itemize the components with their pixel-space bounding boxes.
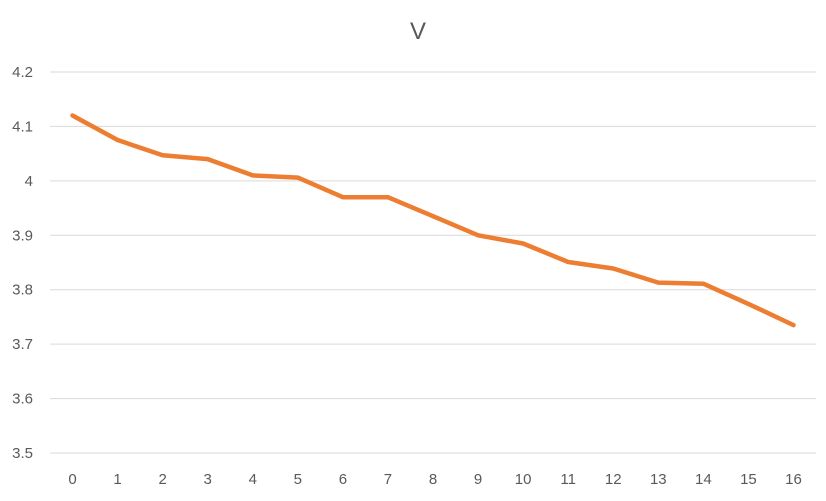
data-point	[160, 153, 165, 158]
x-tick-label: 9	[474, 471, 482, 488]
x-tick-label: 5	[294, 471, 302, 488]
x-tick-label: 16	[785, 471, 802, 488]
y-tick-label: 3.6	[12, 391, 33, 408]
x-tick-label: 3	[204, 471, 212, 488]
y-tick-label: 4	[25, 173, 33, 190]
y-tick-label: 4.2	[12, 64, 33, 81]
data-point	[566, 259, 571, 264]
x-tick-label: 2	[158, 471, 166, 488]
y-tick-label: 3.5	[12, 445, 33, 462]
x-tick-label: 8	[429, 471, 437, 488]
series-group	[70, 113, 796, 328]
y-tick-label: 3.7	[12, 336, 33, 353]
data-point	[385, 195, 390, 200]
data-point	[656, 280, 661, 285]
x-tick-label: 10	[515, 471, 532, 488]
x-tick-label: 13	[650, 471, 667, 488]
y-tick-label: 3.8	[12, 282, 33, 299]
data-point	[70, 113, 75, 118]
y-axis-ticks: 3.5 3.6 3.7 3.8 3.9 4 4.1 4.2	[12, 64, 33, 462]
x-tick-label: 14	[695, 471, 712, 488]
data-point	[701, 281, 706, 286]
x-tick-label: 1	[113, 471, 121, 488]
data-point	[115, 138, 120, 143]
data-point	[431, 214, 435, 219]
x-tick-label: 4	[249, 471, 257, 488]
data-point	[250, 173, 255, 178]
data-point	[295, 175, 300, 180]
x-tick-label: 11	[560, 471, 576, 488]
data-point	[205, 157, 210, 162]
chart-title: V	[410, 18, 426, 45]
x-tick-label: 0	[68, 471, 76, 488]
data-point	[611, 266, 616, 271]
x-tick-label: 12	[605, 471, 622, 488]
data-point	[791, 323, 796, 328]
x-tick-label: 7	[384, 471, 392, 488]
y-tick-label: 4.1	[12, 118, 33, 135]
gridlines	[50, 71, 816, 454]
data-point	[746, 301, 751, 306]
x-tick-label: 6	[339, 471, 347, 488]
data-point	[476, 233, 481, 238]
data-point	[521, 241, 526, 246]
x-tick-label: 15	[740, 471, 757, 488]
series-line	[70, 113, 796, 328]
x-axis-ticks: 0 1 2 3 4 5 6 7 8 9 10 11 12 13 14 15 16	[68, 471, 801, 488]
data-point	[340, 195, 345, 200]
y-tick-label: 3.9	[12, 227, 33, 244]
